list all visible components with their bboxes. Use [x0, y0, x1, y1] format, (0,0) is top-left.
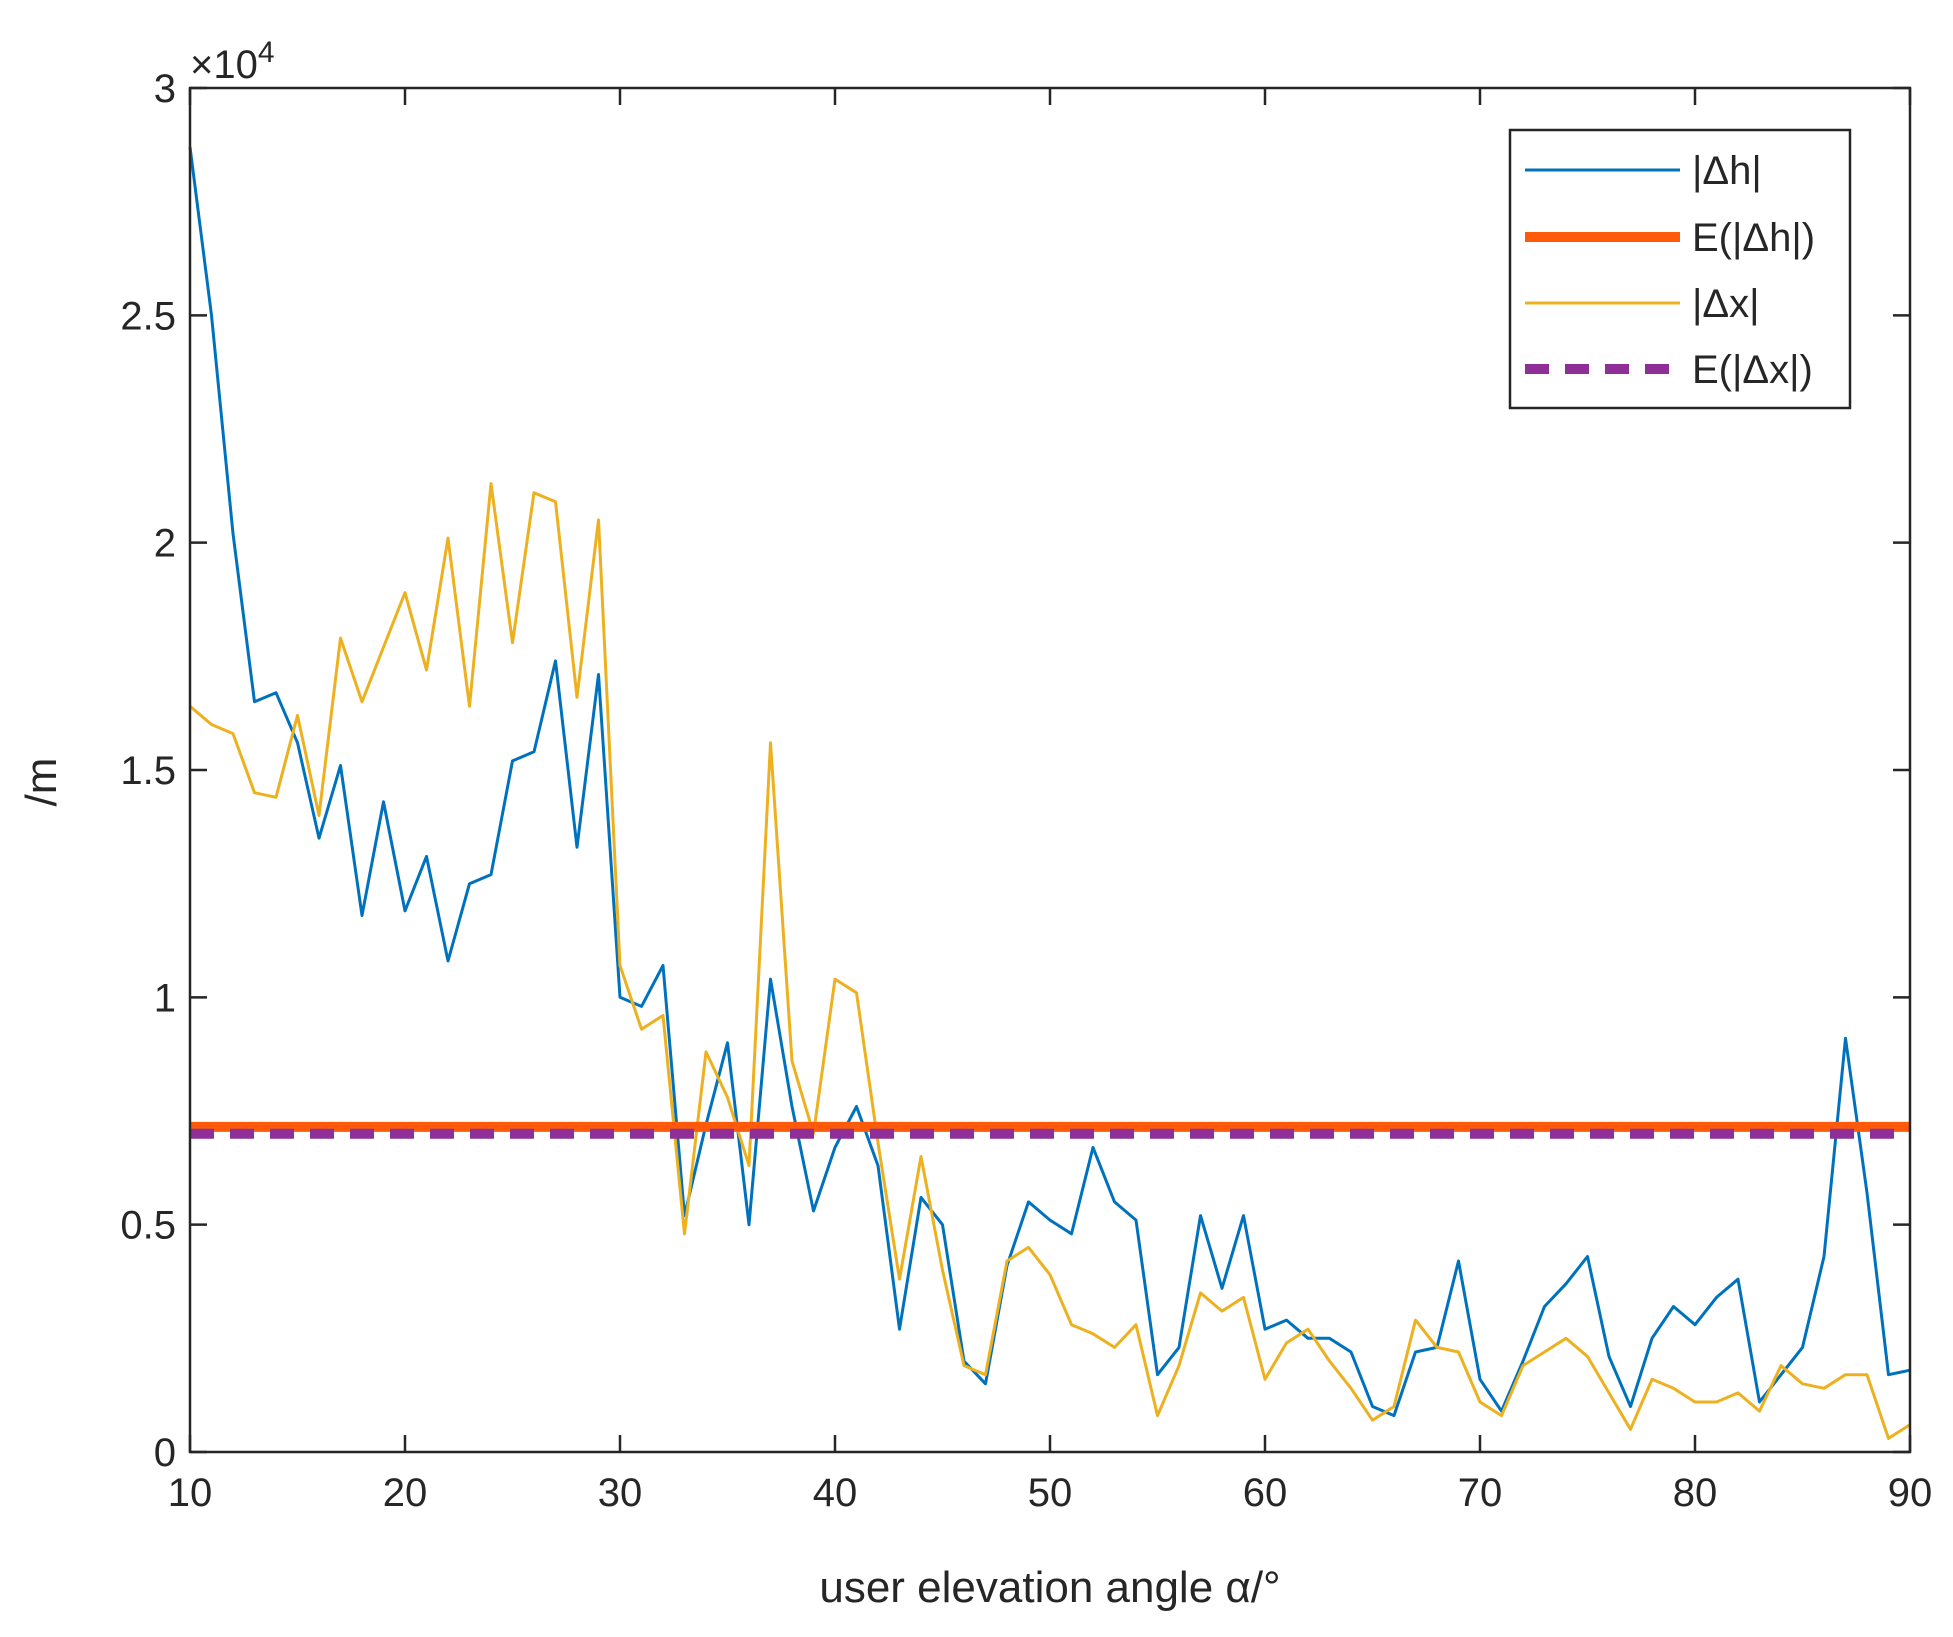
legend-box [1508, 128, 1852, 410]
legend-label-dh: |Δh| [1692, 149, 1762, 193]
x-tick-label: 70 [1458, 1471, 1503, 1515]
series-line-dh [188, 146, 1911, 1418]
y-tick-label: 1.5 [120, 749, 176, 793]
series-line-dx [189, 482, 1911, 1440]
x-tick-label: 40 [813, 1471, 858, 1515]
y-tick-label: 1 [154, 976, 176, 1020]
x-tick-label: 20 [383, 1471, 428, 1515]
legend-label-e-dx: E(|Δx|) [1692, 348, 1813, 392]
x-tick-label: 80 [1673, 1471, 1718, 1515]
y-tick-label: 2.5 [120, 294, 176, 338]
y-tick-label: 0 [154, 1431, 176, 1475]
y-exponent-label: ×104 [190, 36, 275, 87]
y-exponent-base: ×10 [190, 43, 258, 87]
x-tick-label: 10 [168, 1471, 213, 1515]
x-tick-label: 50 [1028, 1471, 1073, 1515]
y-axis-label: /m [17, 758, 66, 807]
legend-label-e-dh: E(|Δh|) [1692, 216, 1815, 260]
y-tick-label: 3 [154, 67, 176, 111]
legend-entry-e-dh: E(|Δh|) [1525, 216, 1815, 260]
y-tick-label: 2 [154, 522, 176, 566]
y-exponent-power: 4 [258, 36, 275, 69]
x-axis-label: user elevation angle α/° [819, 1563, 1280, 1612]
x-tick-label: 90 [1888, 1471, 1933, 1515]
legend: |Δh| E(|Δh|) |Δx| E(|Δx|) [1508, 128, 1852, 410]
x-tick-label: 60 [1243, 1471, 1288, 1515]
y-tick-label: 0.5 [120, 1204, 176, 1248]
legend-entry-e-dx: E(|Δx|) [1525, 348, 1813, 392]
legend-entry-dh: |Δh| [1525, 149, 1762, 193]
legend-label-dx: |Δx| [1692, 282, 1760, 326]
x-tick-label: 30 [598, 1471, 643, 1515]
legend-entry-dx: |Δx| [1525, 282, 1760, 326]
